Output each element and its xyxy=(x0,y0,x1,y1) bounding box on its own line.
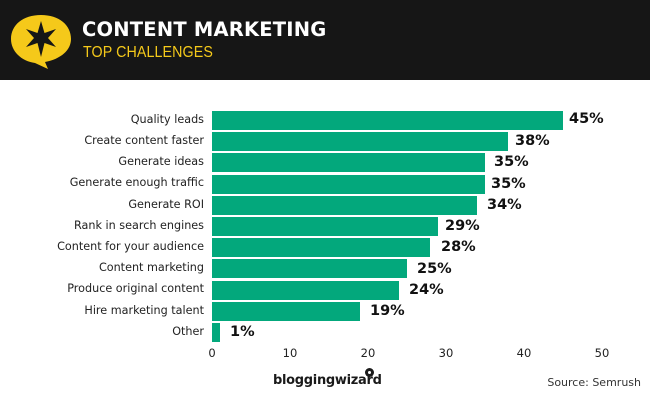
bar xyxy=(212,132,508,151)
x-axis-tick: 10 xyxy=(282,346,298,360)
chart-title: CONTENT MARKETING xyxy=(82,18,327,41)
category-label: Content marketing xyxy=(98,261,204,274)
bar xyxy=(212,238,430,257)
value-label: 19% xyxy=(370,303,405,319)
bar-chart: Quality leads 45% Create content faster … xyxy=(0,80,650,400)
source-note: Source: Semrush xyxy=(547,376,641,389)
bar xyxy=(212,111,563,130)
category-label: Hire marketing talent xyxy=(84,304,204,317)
category-label: Rank in search engines xyxy=(74,219,204,232)
value-label: 25% xyxy=(417,261,452,277)
category-label: Quality leads xyxy=(130,113,204,126)
x-axis-tick: 30 xyxy=(438,346,454,360)
value-label: 38% xyxy=(515,133,550,149)
chart-header: CONTENT MARKETING TOP CHALLENGES xyxy=(0,0,650,80)
x-axis-tick: 0 xyxy=(208,346,216,360)
bar xyxy=(212,323,220,342)
chart-subtitle: TOP CHALLENGES xyxy=(83,44,213,61)
category-label: Other xyxy=(172,325,204,338)
value-label: 1% xyxy=(230,324,255,340)
category-label: Content for your audience xyxy=(57,240,204,253)
bar xyxy=(212,196,477,215)
value-label: 45% xyxy=(569,111,604,127)
speech-bubble-star-icon xyxy=(11,15,71,69)
category-label: Create content faster xyxy=(84,134,204,147)
bar xyxy=(212,153,485,172)
bar xyxy=(212,259,407,278)
x-axis-tick: 40 xyxy=(516,346,532,360)
category-label: Generate ROI xyxy=(128,198,204,211)
value-label: 35% xyxy=(494,154,529,170)
value-label: 34% xyxy=(487,197,522,213)
bar xyxy=(212,302,360,321)
value-label: 29% xyxy=(445,218,480,234)
category-label: Generate ideas xyxy=(118,155,204,168)
x-axis-tick: 20 xyxy=(360,346,376,360)
category-label: Produce original content xyxy=(67,282,204,295)
bar xyxy=(212,217,438,236)
value-label: 35% xyxy=(491,176,526,192)
brand-logo: bloggingwizard xyxy=(273,373,382,388)
brand-bubble-icon xyxy=(365,368,374,377)
bar xyxy=(212,281,399,300)
category-label: Generate enough traffic xyxy=(69,176,204,189)
x-axis-tick: 50 xyxy=(594,346,610,360)
value-label: 24% xyxy=(409,282,444,298)
value-label: 28% xyxy=(441,239,476,255)
bar xyxy=(212,175,485,194)
